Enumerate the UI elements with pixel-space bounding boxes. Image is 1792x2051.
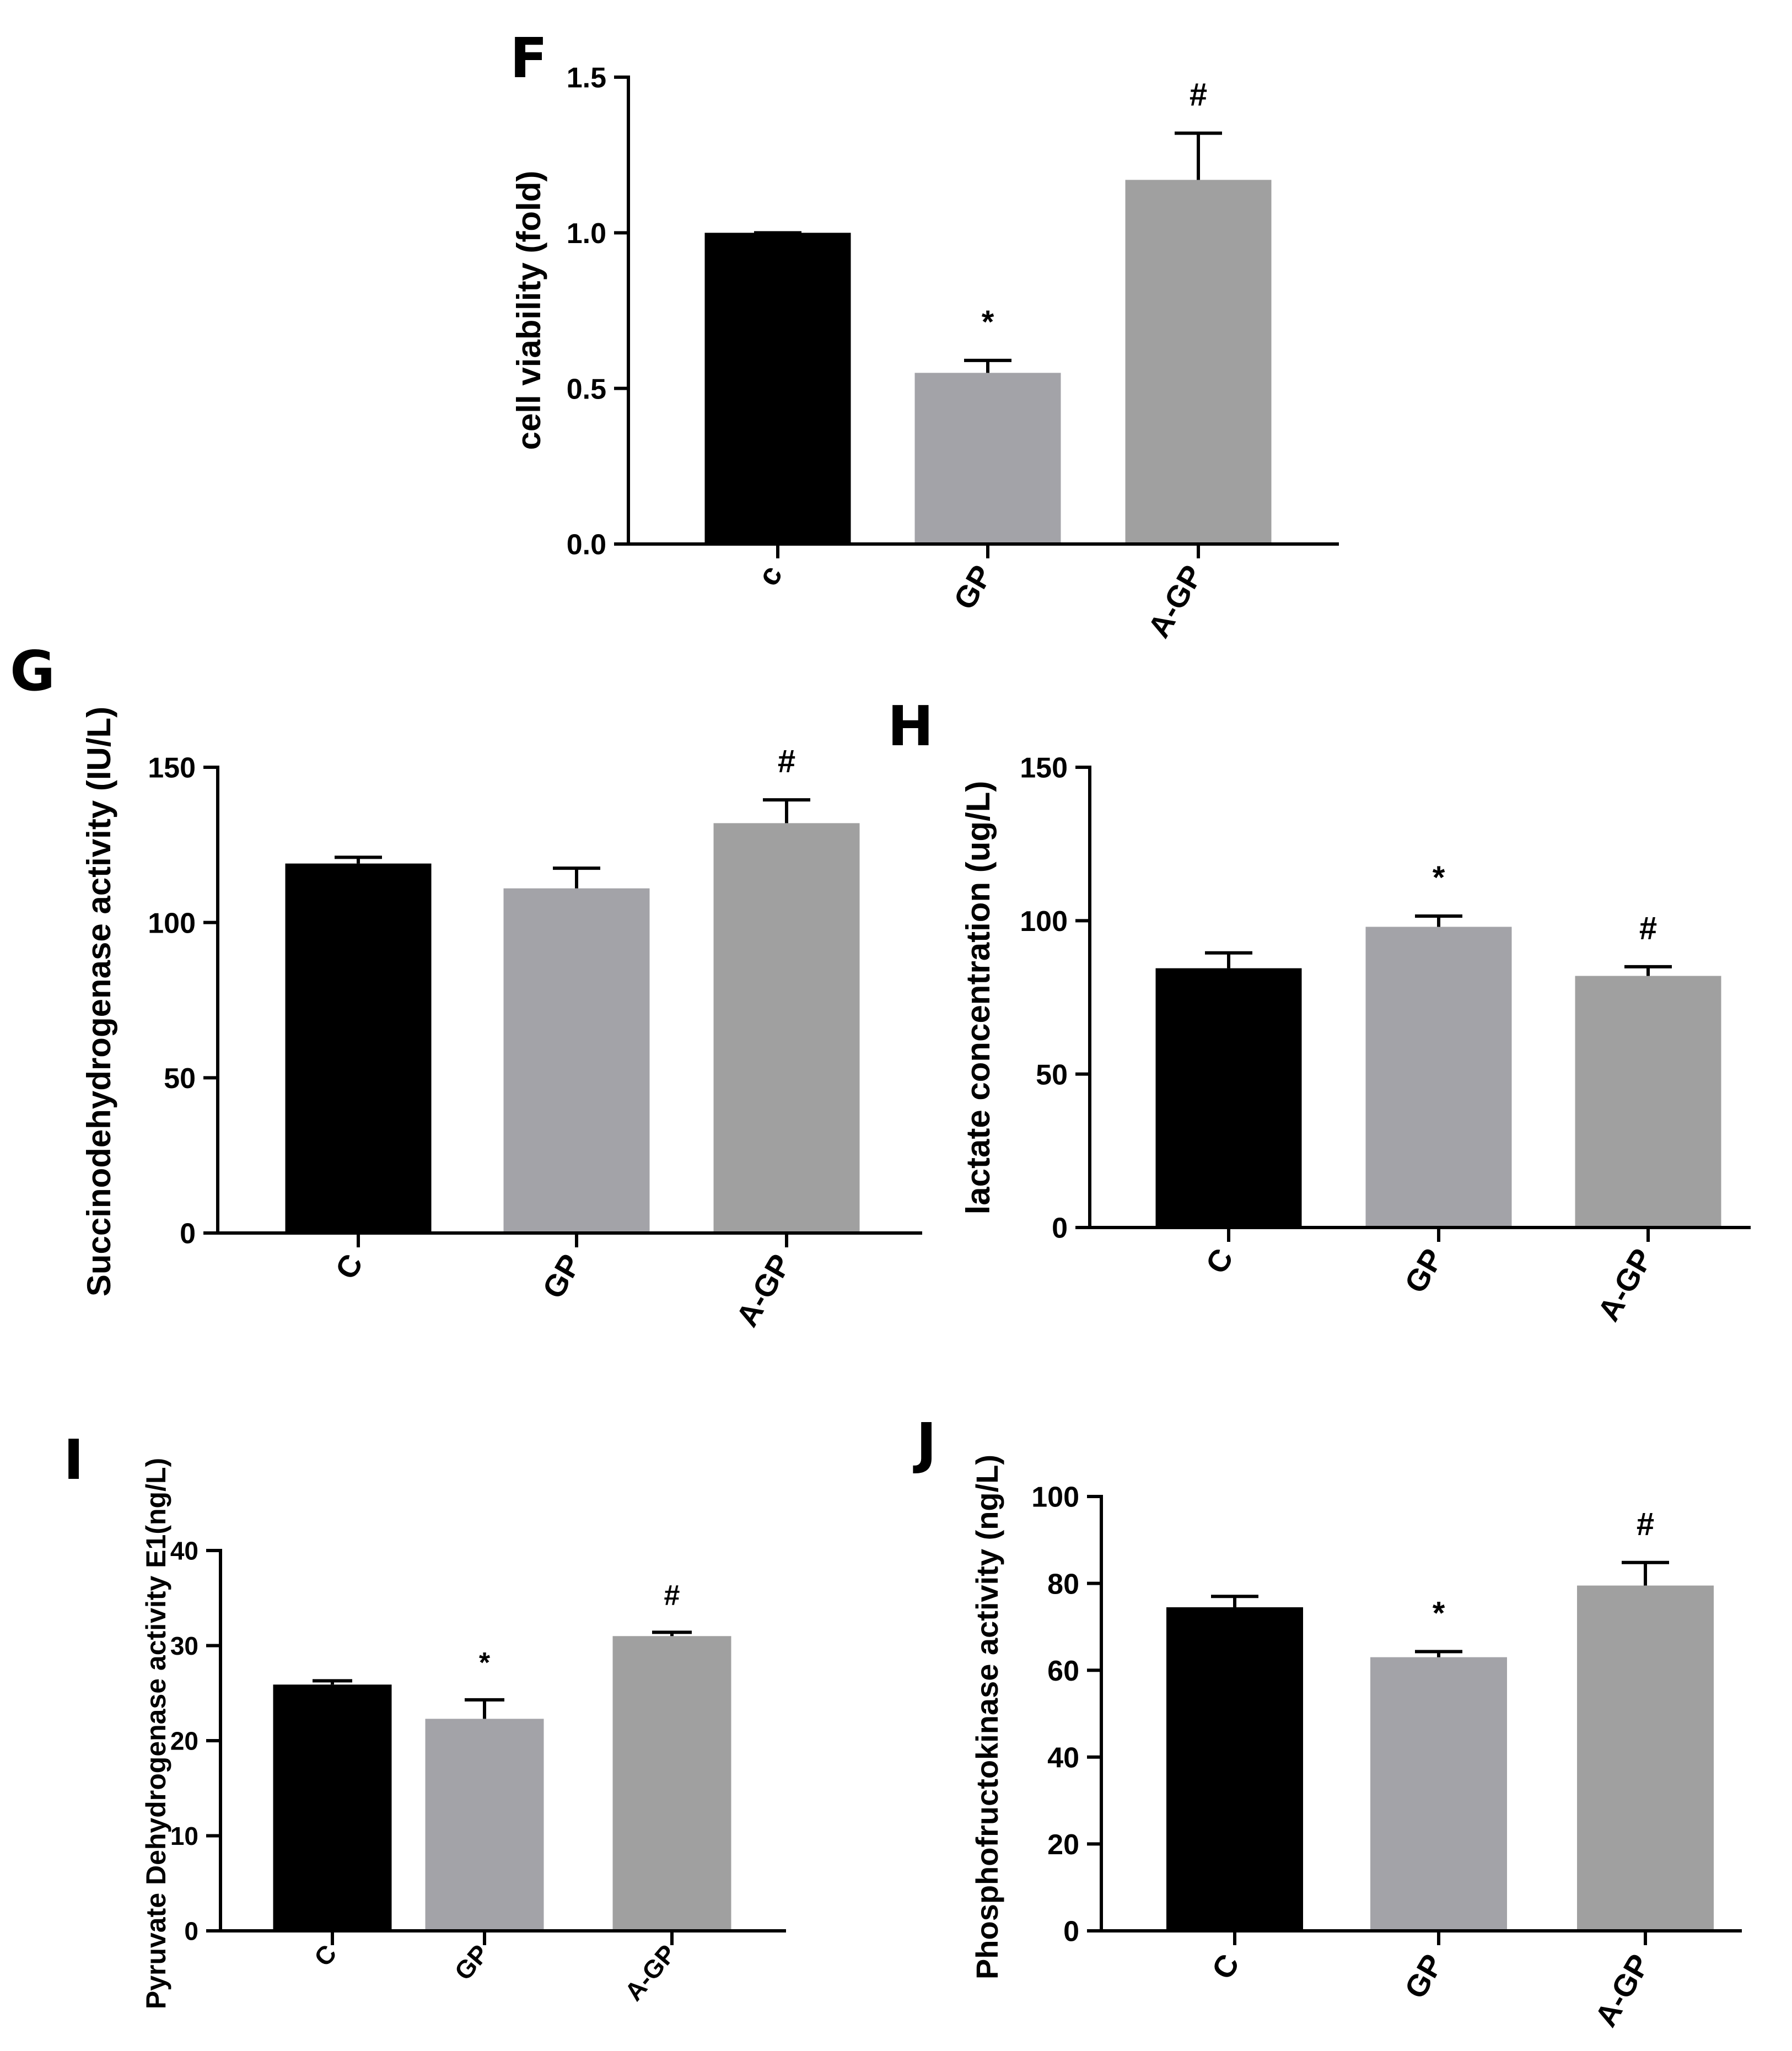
y-tick-label: 50 [164,1063,196,1095]
panel-letter: H [887,694,934,758]
x-tick-label: GP [535,1248,588,1305]
x-tick-label: c [750,559,789,591]
y-tick-label: 0 [1052,1213,1068,1245]
y-axis-title: lactate concentration (ug/L) [960,781,997,1215]
bar-gp [1370,1657,1507,1931]
y-tick-label: 0 [180,1218,196,1250]
significance-marker: # [1190,77,1207,113]
x-tick-label: A-GP [619,1939,682,2006]
significance-marker: # [1639,911,1657,946]
bar-gp [425,1719,544,1931]
bar-a-gp [713,823,860,1233]
bar-c [1166,1607,1303,1931]
bar-gp [914,373,1061,544]
y-tick-label: 0.0 [567,529,606,561]
bar-a-gp [1575,976,1721,1228]
y-tick-label: 30 [170,1632,198,1660]
significance-marker: # [778,744,795,779]
x-tick-label: GP [946,559,999,616]
x-tick-label: C [1199,1243,1240,1280]
x-tick-label: A-GP [1588,1948,1657,2033]
y-tick-label: 0 [1063,1916,1079,1948]
y-tick-label: 80 [1047,1568,1079,1600]
bar-gp [503,888,650,1233]
x-tick-label: A-GP [1591,1243,1660,1327]
chart-panel-g: G #0 50 100 150 C GP A-GP Succinodehydrogenase a… [10,639,922,1332]
y-tick-label: 50 [1036,1059,1068,1091]
x-tick-label: C [329,1248,370,1285]
x-tick-label: GP [1397,1243,1450,1299]
y-axis-title: Phosphofructokinase activity (ng/L) [970,1455,1004,1979]
bar-a-gp [1577,1585,1714,1931]
y-tick-label: 100 [148,907,196,939]
significance-marker: # [1637,1506,1654,1542]
x-tick-label: A-GP [729,1248,798,1333]
y-tick-label: 40 [170,1537,198,1565]
y-axis-title: cell viability (fold) [510,171,547,450]
y-tick-label: 40 [1047,1742,1079,1774]
significance-marker: # [664,1579,680,1611]
y-axis-title: Pyruvate Dehydrogenase activity E1(ng/L) [141,1458,171,2009]
y-tick-label: 150 [148,752,196,784]
significance-marker: * [479,1647,491,1679]
chart-panel-f: F * #0.0 0.5 1.0 1.5 c GP A-GP cell viability (fo… [510,26,1339,643]
y-tick-label: 100 [1020,906,1068,938]
significance-marker: * [982,304,994,340]
panel-letter: G [10,639,55,703]
y-tick-label: 60 [1047,1655,1079,1687]
panel-letter: F [510,26,547,90]
chart-panel-j: J * #0 20 40 60 80 100 C GP A-GP Phosphofructokinas… [913,1411,1742,2032]
bar-c [285,863,432,1233]
y-tick-label: 150 [1020,752,1068,784]
y-tick-label: 0.5 [567,373,606,405]
x-tick-label: GP [449,1939,494,1985]
bar-c [704,233,851,544]
y-tick-label: 20 [1047,1829,1079,1861]
chart-panel-h: H * #0 50 100 150 C GP A-GP lactate concentration… [887,694,1751,1327]
panel-letter: I [63,1428,84,1492]
y-tick-label: 0 [184,1917,198,1946]
x-tick-label: GP [1397,1948,1450,2005]
chart-panel-i: I * #0 10 20 30 40 C GP A-GP Pyruvate Dehydrogenas… [63,1428,786,2009]
bar-gp [1365,927,1512,1228]
panel-letter: J [913,1411,937,1476]
significance-marker: * [1433,860,1445,896]
y-tick-label: 100 [1031,1482,1079,1514]
bar-c [1155,968,1302,1228]
x-tick-label: A-GP [1141,559,1210,644]
x-tick-label: C [1205,1948,1246,1985]
x-tick-label: C [308,1939,342,1972]
y-tick-label: 20 [170,1727,198,1756]
significance-marker: * [1433,1595,1445,1631]
y-tick-label: 1.5 [567,62,606,94]
y-tick-label: 1.0 [567,218,606,250]
y-axis-title: Succinodehydrogenase activity (IU/L) [80,707,117,1296]
y-tick-label: 10 [170,1822,198,1850]
bar-a-gp [1125,180,1272,545]
bar-a-gp [612,1636,731,1931]
bar-c [273,1684,392,1931]
